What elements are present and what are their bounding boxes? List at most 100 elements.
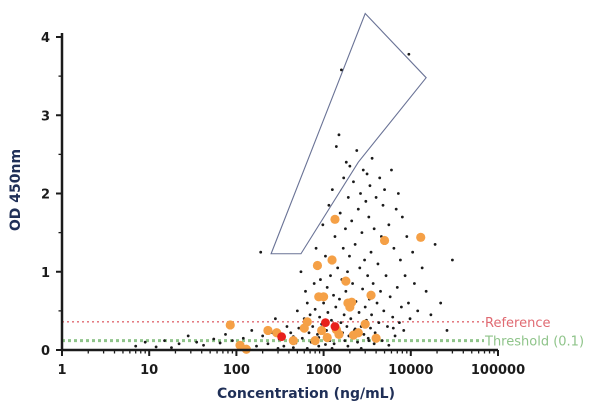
small-point (346, 270, 349, 274)
orange-point (379, 235, 390, 246)
small-point (364, 199, 368, 203)
small-point (305, 301, 309, 305)
small-point (361, 287, 364, 291)
small-point (358, 266, 362, 270)
small-point (170, 346, 173, 350)
small-point (291, 346, 295, 350)
small-point (372, 227, 376, 231)
small-point (308, 313, 312, 317)
x-tick-label: 100 (223, 363, 250, 378)
small-point (370, 313, 373, 317)
reference-lines: Reference Threshold (0.1) (62, 316, 584, 350)
region-polygon (270, 12, 427, 255)
data-points (134, 52, 454, 354)
small-point (387, 223, 391, 227)
small-point (312, 282, 316, 285)
threshold-label: Threshold (0.1) (484, 335, 584, 350)
small-point (348, 164, 352, 168)
x-tick-label: 1000 (306, 363, 342, 378)
small-point (374, 196, 378, 199)
small-point (402, 329, 406, 332)
small-point (376, 262, 380, 266)
small-point (451, 258, 454, 262)
orange-point (319, 292, 329, 302)
small-point (325, 286, 329, 289)
small-point (266, 342, 270, 346)
orange-point (341, 276, 351, 286)
small-point (384, 274, 388, 278)
small-point (390, 168, 393, 172)
small-point (186, 334, 190, 338)
small-point (324, 343, 327, 346)
small-point (218, 341, 222, 345)
small-point (382, 309, 386, 313)
small-point (359, 192, 362, 195)
small-point (212, 337, 216, 341)
small-point (319, 278, 322, 281)
small-point (356, 207, 360, 211)
x-tick-label: 1 (57, 363, 66, 378)
small-point (377, 321, 381, 325)
small-point (386, 325, 389, 328)
small-point (424, 289, 428, 293)
small-point (313, 307, 317, 311)
orange-point (225, 320, 235, 330)
y-tick-label: 3 (41, 109, 50, 124)
small-point (365, 172, 369, 176)
small-point (330, 318, 333, 322)
small-point (399, 258, 402, 262)
small-point (380, 339, 384, 343)
small-point (231, 339, 234, 343)
small-point (343, 339, 347, 343)
small-point (163, 339, 166, 343)
small-point (195, 340, 199, 344)
small-point (411, 250, 415, 254)
small-point (375, 301, 379, 305)
small-point (403, 274, 407, 278)
small-point (355, 149, 359, 152)
orange-point (360, 319, 370, 329)
y-tick-label: 2 (41, 188, 50, 203)
small-point (367, 215, 371, 219)
small-point (370, 156, 374, 160)
small-point (395, 286, 399, 289)
small-point (351, 282, 354, 285)
x-axis-title: Concentration (ng/mL) (217, 386, 395, 402)
small-point (352, 180, 355, 184)
small-point (348, 254, 351, 258)
small-point (391, 326, 395, 330)
small-point (400, 215, 404, 219)
small-point (408, 317, 412, 321)
orange-point (327, 255, 337, 265)
small-point (353, 242, 357, 246)
small-point (241, 336, 245, 340)
small-point (405, 235, 409, 238)
small-point (383, 188, 386, 191)
small-point (311, 325, 315, 328)
small-point (363, 258, 366, 262)
orange-point (371, 333, 381, 343)
small-point (346, 344, 350, 348)
small-point (255, 344, 258, 348)
orange-point (347, 297, 357, 307)
small-point (316, 332, 319, 336)
small-point (300, 336, 304, 340)
small-point (307, 331, 311, 335)
small-point (344, 289, 348, 293)
small-point (356, 340, 359, 344)
orange-point (288, 336, 298, 346)
small-point (318, 315, 322, 319)
small-point (360, 231, 364, 235)
small-point (342, 313, 346, 317)
orange-point (263, 325, 273, 336)
small-point (399, 305, 403, 309)
red-point (277, 332, 287, 342)
small-point (391, 315, 395, 319)
y-tick-label: 4 (41, 31, 50, 46)
small-point (344, 160, 348, 164)
small-point (368, 184, 372, 188)
small-point (339, 68, 343, 72)
orange-point (353, 328, 363, 338)
small-point (333, 235, 337, 238)
